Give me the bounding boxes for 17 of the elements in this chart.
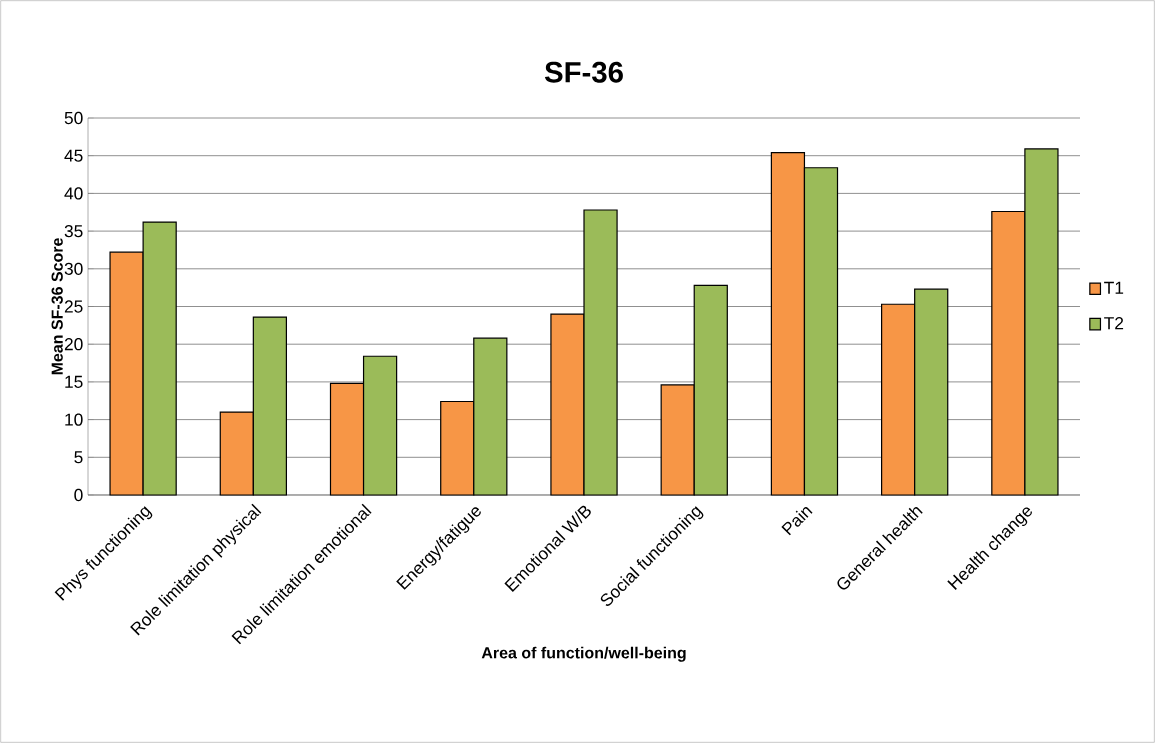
y-tick-label: 15 (65, 375, 83, 388)
y-tick-label: 35 (64, 224, 83, 238)
y-tick-label: 25 (64, 300, 83, 313)
chart-title: SF-36 (544, 61, 623, 83)
y-tick-label: 40 (64, 187, 83, 200)
legend-label: T1 (1104, 281, 1124, 294)
y-tick-label: 5 (74, 451, 83, 464)
y-tick-label: 50 (64, 111, 83, 125)
y-tick-label: 30 (64, 262, 83, 275)
x-tick-label: Pain (781, 507, 813, 536)
y-tick-label: 45 (64, 149, 83, 162)
legend-label: T2 (1104, 317, 1124, 330)
y-tick-label: 20 (64, 338, 83, 351)
x-axis-title: Area of function/well-being (481, 646, 686, 662)
y-tick-label: 10 (65, 413, 83, 426)
y-axis-title: Mean SF-36 Score (51, 238, 63, 375)
y-tick-label: 0 (74, 488, 83, 502)
